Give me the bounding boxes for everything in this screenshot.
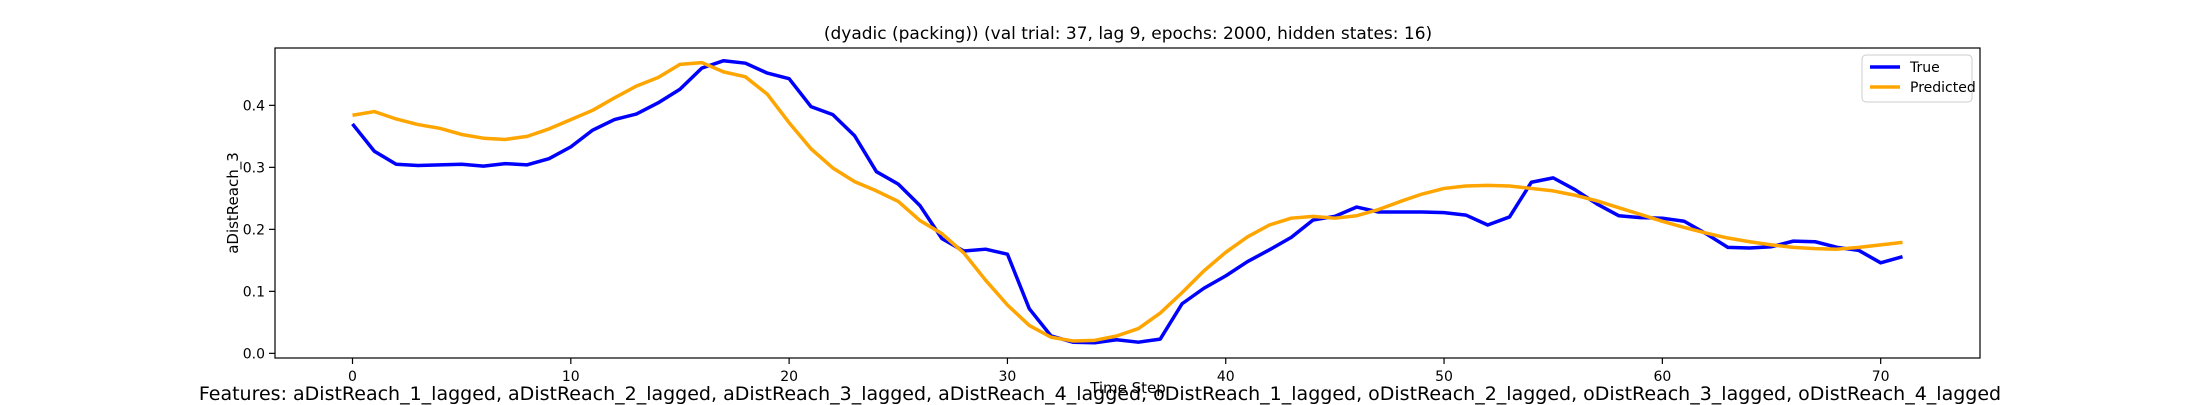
features-caption: Features: aDistReach_1_lagged, aDistReac…	[198, 383, 2002, 405]
series-line-true	[351, 58, 1903, 345]
x-tick-label: 20	[780, 369, 798, 385]
y-tick-label: 0.1	[243, 284, 265, 300]
y-axis-ticks: 0.0 0.1 0.2 0.3 0.4	[243, 98, 275, 362]
x-tick-label: 10	[562, 369, 580, 385]
legend-label-true: True	[1909, 60, 1940, 76]
legend-label-predicted: Predicted	[1910, 80, 1976, 96]
y-tick-label: 0.3	[243, 160, 265, 176]
legend: True Predicted	[1861, 54, 1976, 103]
plot-frame	[274, 47, 1981, 359]
x-axis-label: Time Step	[1089, 379, 1166, 397]
x-tick-label: 40	[1217, 369, 1235, 385]
y-tick-label: 0.2	[243, 222, 265, 238]
plot-lines	[351, 58, 1903, 345]
x-tick-label: 0	[348, 369, 357, 385]
chart-title: (dyadic (packing)) (val trial: 37, lag 9…	[824, 24, 1432, 44]
x-tick-label: 50	[1435, 369, 1453, 385]
x-tick-label: 60	[1653, 369, 1671, 385]
x-tick-label: 70	[1872, 369, 1890, 385]
x-axis-ticks: 0 10 20 30 40 50 60 70	[348, 358, 1890, 385]
y-tick-label: 0.4	[243, 98, 265, 114]
series-line-predicted	[352, 60, 1903, 343]
y-tick-label: 0.0	[243, 346, 265, 362]
y-axis-label: aDistReach_3	[224, 152, 243, 254]
x-tick-label: 30	[999, 369, 1017, 385]
